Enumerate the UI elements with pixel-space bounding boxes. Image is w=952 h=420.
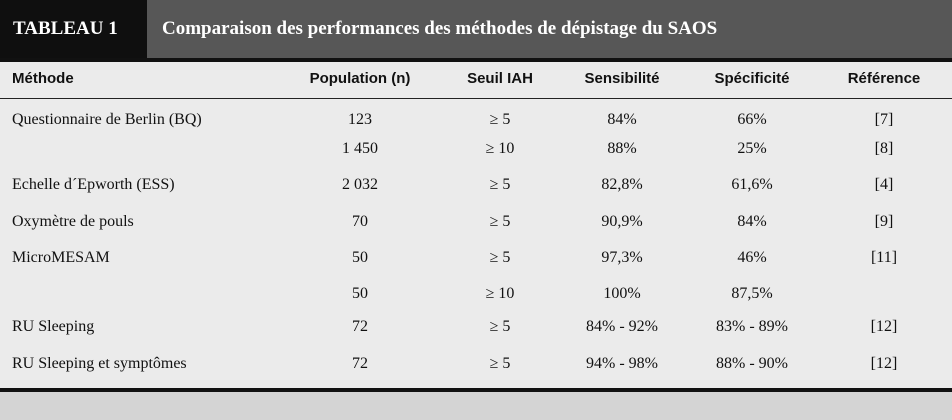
- cell-reference: [7]: [874, 111, 894, 128]
- cell-reference: [12]: [870, 355, 898, 372]
- cell-specificite: 87,5%: [731, 285, 773, 302]
- cell-seuil-iah: ≥ 5: [489, 318, 511, 335]
- bottom-rule: [0, 388, 952, 392]
- cell-population: 72: [352, 318, 368, 335]
- table-number-tag: TABLEAU 1: [0, 0, 147, 58]
- header-seuil-iah: Seuil IAH: [467, 70, 533, 87]
- footer-bar: [0, 392, 952, 420]
- cell-specificite: 25%: [737, 140, 767, 157]
- cell-reference: [4]: [874, 176, 894, 193]
- cell-methode: Oxymètre de pouls: [12, 213, 134, 230]
- cell-reference: [12]: [870, 318, 898, 335]
- cell-population: 1 450: [342, 140, 378, 157]
- cell-reference: [11]: [870, 249, 898, 266]
- cell-specificite: 83% - 89%: [716, 318, 788, 335]
- cell-seuil-iah: ≥ 5: [489, 176, 511, 193]
- cell-sensibilite: 94% - 98%: [586, 355, 658, 372]
- cell-specificite: 88% - 90%: [716, 355, 788, 372]
- table-title: Comparaison des performances des méthode…: [162, 18, 718, 39]
- cell-seuil-iah: ≥ 5: [489, 213, 511, 230]
- cell-seuil-iah: ≥ 10: [485, 140, 515, 157]
- cell-sensibilite: 82,8%: [601, 176, 643, 193]
- cell-methode: RU Sleeping: [12, 318, 95, 335]
- header-methode: Méthode: [12, 70, 74, 87]
- cell-methode: Questionnaire de Berlin (BQ): [12, 111, 202, 128]
- cell-sensibilite: 97,3%: [601, 249, 643, 266]
- cell-sensibilite: 84% - 92%: [586, 318, 658, 335]
- cell-seuil-iah: ≥ 10: [485, 285, 515, 302]
- table-title-bar: TABLEAU 1 Comparaison des performances d…: [0, 0, 952, 58]
- top-rule: [0, 58, 952, 62]
- cell-methode: MicroMESAM: [12, 249, 110, 266]
- cell-specificite: 61,6%: [731, 176, 773, 193]
- cell-population: 70: [352, 213, 368, 230]
- cell-population: 50: [352, 249, 368, 266]
- cell-population: 50: [352, 285, 368, 302]
- cell-specificite: 84%: [737, 213, 767, 230]
- cell-population: 123: [348, 111, 372, 128]
- cell-specificite: 66%: [737, 111, 767, 128]
- cell-specificite: 46%: [737, 249, 767, 266]
- cell-sensibilite: 90,9%: [601, 213, 643, 230]
- cell-sensibilite: 84%: [607, 111, 637, 128]
- cell-seuil-iah: ≥ 5: [489, 111, 511, 128]
- cell-seuil-iah: ≥ 5: [489, 355, 511, 372]
- cell-population: 72: [352, 355, 368, 372]
- cell-methode: RU Sleeping et symptômes: [12, 355, 187, 372]
- header-reference: Référence: [847, 70, 921, 87]
- header-rule: [0, 98, 952, 99]
- header-sensibilite: Sensibilité: [584, 70, 660, 87]
- cell-sensibilite: 88%: [607, 140, 637, 157]
- cell-sensibilite: 100%: [603, 285, 641, 302]
- cell-reference: [9]: [874, 213, 894, 230]
- cell-seuil-iah: ≥ 5: [489, 249, 511, 266]
- cell-population: 2 032: [342, 176, 378, 193]
- header-specificite: Spécificité: [714, 70, 790, 87]
- cell-reference: [8]: [874, 140, 894, 157]
- cell-methode: Echelle d´Epworth (ESS): [12, 176, 175, 193]
- header-population: Population (n): [309, 70, 411, 87]
